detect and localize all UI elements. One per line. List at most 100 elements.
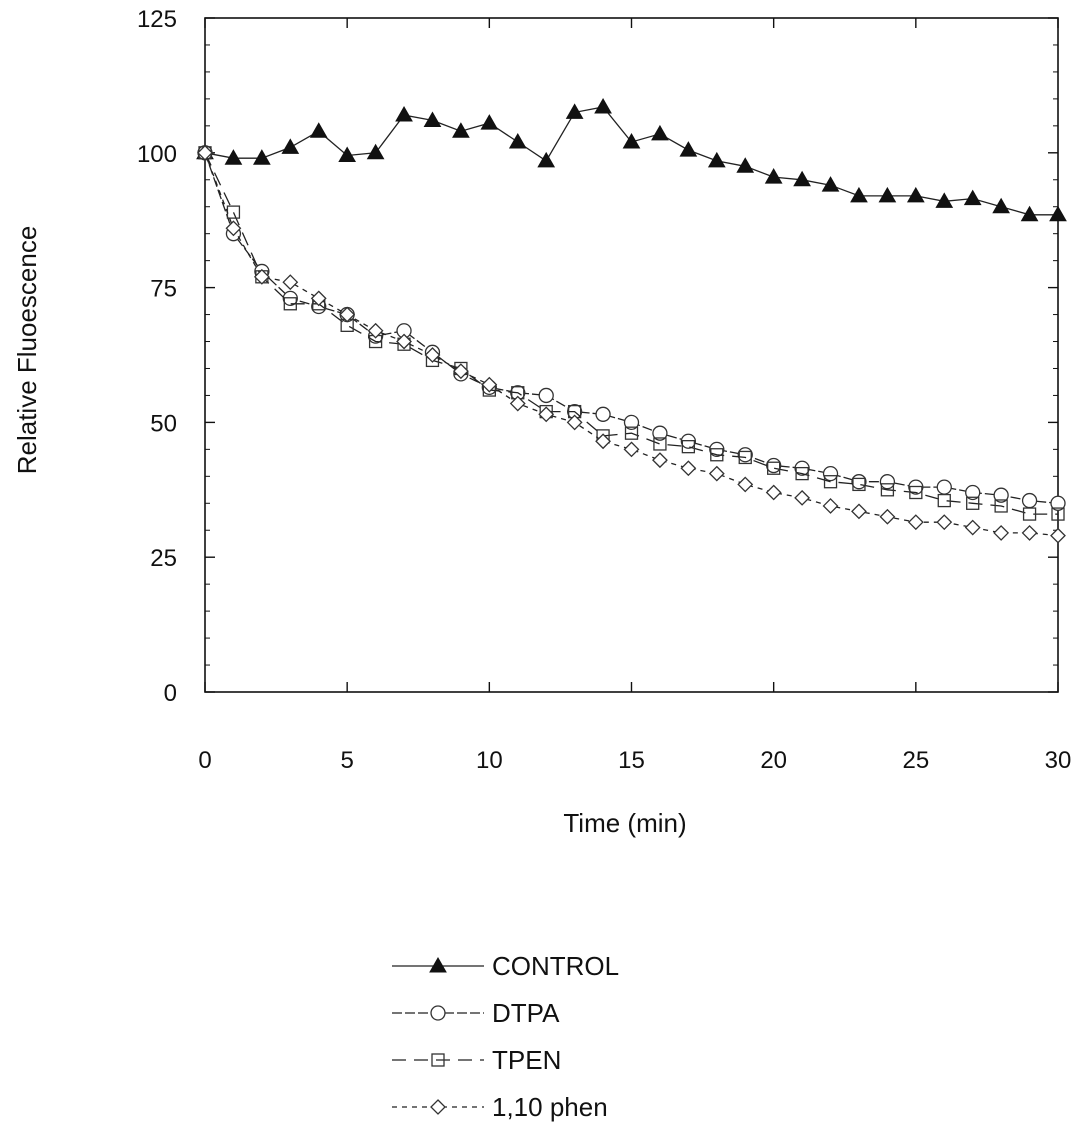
data-point-circle — [822, 465, 839, 482]
data-point-triangle — [366, 143, 385, 160]
data-point-triangle — [429, 956, 447, 973]
data-point-triangle — [1020, 205, 1039, 222]
data-point-square — [767, 461, 781, 475]
x-tick-label: 25 — [902, 747, 929, 774]
data-point-square — [1051, 507, 1065, 521]
data-point-diamond — [595, 433, 611, 450]
data-point-circle — [879, 474, 896, 490]
data-point-triangle — [480, 114, 499, 130]
data-point-diamond — [1050, 527, 1066, 544]
data-point-diamond — [737, 476, 754, 493]
x-tick-label: 10 — [476, 747, 503, 774]
y-tick-label: 100 — [137, 141, 177, 168]
data-point-circle — [737, 447, 753, 463]
data-point-diamond — [481, 376, 498, 393]
data-point-square — [994, 499, 1008, 513]
data-point-diamond — [430, 1099, 446, 1115]
data-point-square — [880, 483, 895, 497]
legend: CONTROL DTPA TPEN 1,10 phen — [392, 951, 619, 1122]
data-point-triangle — [452, 122, 470, 138]
series-line — [204, 152, 1059, 537]
data-point-triangle — [253, 149, 271, 165]
data-point-triangle — [338, 146, 357, 162]
data-point-square — [823, 475, 838, 489]
data-point-circle — [1050, 495, 1066, 511]
data-point-circle — [993, 487, 1009, 503]
data-point-diamond — [339, 306, 356, 323]
data-point-triangle — [651, 124, 669, 141]
y-tick-label: 0 — [164, 680, 177, 707]
data-point-circle — [851, 474, 867, 490]
data-point-diamond — [964, 519, 981, 536]
data-point-triangle — [622, 133, 641, 149]
x-tick-label: 15 — [618, 747, 645, 774]
data-point-triangle — [508, 133, 527, 149]
data-point-triangle — [565, 103, 584, 119]
data-point-triangle — [224, 149, 243, 165]
data-point-diamond — [566, 414, 583, 431]
data-point-diamond — [538, 406, 555, 423]
data-point-diamond — [851, 503, 867, 520]
data-point-square — [738, 450, 752, 465]
data-point-triangle — [594, 97, 612, 114]
data-point-diamond — [907, 514, 924, 531]
data-point-square — [431, 1053, 445, 1067]
x-tick-label: 30 — [1045, 747, 1072, 774]
x-tick-label: 5 — [340, 747, 353, 774]
data-point-diamond — [794, 489, 811, 506]
data-point-diamond — [1021, 525, 1038, 541]
data-point-square — [283, 297, 297, 311]
data-point-circle — [965, 484, 981, 501]
data-point-square — [681, 440, 696, 454]
y-tick-label: 125 — [137, 6, 177, 33]
data-point-circle — [936, 479, 952, 495]
data-point-triangle — [935, 192, 954, 208]
data-point-triangle — [963, 189, 982, 206]
x-tick-label: 20 — [760, 747, 787, 774]
axis-ticks — [204, 17, 1059, 693]
data-point-triangle — [1049, 205, 1067, 222]
data-point-square — [1022, 507, 1037, 521]
data-point-square — [653, 437, 667, 451]
data-point-square — [909, 485, 923, 500]
data-point-triangle — [821, 176, 840, 192]
series-line — [204, 152, 1058, 515]
data-point-diamond — [396, 333, 412, 350]
data-point-triangle — [395, 106, 413, 122]
data-point-triangle — [878, 186, 897, 203]
series-tpen — [198, 146, 1065, 521]
data-point-square — [852, 477, 866, 492]
data-point-diamond — [936, 514, 953, 531]
data-point-diamond — [197, 144, 213, 161]
data-point-triangle — [679, 141, 698, 157]
data-point-diamond — [424, 347, 441, 363]
data-point-diamond — [282, 274, 299, 291]
data-point-square — [795, 466, 809, 481]
data-point-triangle — [423, 111, 442, 127]
plot-area — [204, 17, 1059, 693]
legend-item: DTPA — [392, 998, 560, 1028]
legend-label: 1,10 phen — [492, 1092, 608, 1122]
data-point-triangle — [793, 170, 811, 187]
data-point-diamond — [452, 363, 469, 380]
data-point-diamond — [652, 452, 668, 469]
y-axis-title: Relative Fluoescence — [12, 226, 42, 475]
data-point-diamond — [708, 465, 725, 482]
y-tick-label: 50 — [150, 410, 177, 437]
data-point-triangle — [736, 157, 755, 173]
y-tick-label: 75 — [150, 276, 177, 303]
data-point-circle — [595, 406, 611, 422]
data-point-diamond — [993, 525, 1010, 541]
data-point-circle — [430, 1005, 446, 1021]
legend-item: 1,10 phen — [392, 1092, 608, 1122]
data-point-diamond — [225, 220, 242, 237]
data-point-circle — [652, 425, 668, 441]
series-line — [204, 106, 1058, 216]
data-point-triangle — [537, 151, 556, 168]
data-point-triangle — [906, 186, 925, 203]
data-point-triangle — [850, 186, 868, 203]
series-control — [196, 97, 1067, 222]
data-point-diamond — [879, 508, 896, 525]
y-tick-label: 25 — [150, 545, 177, 572]
